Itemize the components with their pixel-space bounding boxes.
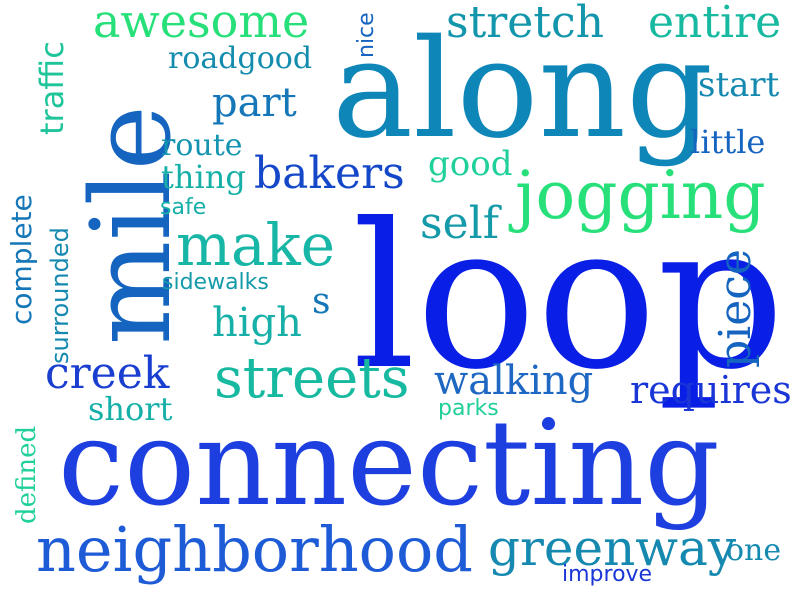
word-parks: parks bbox=[438, 396, 499, 421]
word-bakers: bakers bbox=[254, 148, 405, 199]
word-awesome: awesome bbox=[93, 0, 310, 48]
word-along: along bbox=[332, 11, 714, 169]
word-walking: walking bbox=[434, 358, 594, 404]
word-complete: complete bbox=[5, 194, 38, 325]
word-surrounded: surrounded bbox=[46, 227, 74, 364]
word-little: little bbox=[690, 123, 766, 161]
word-s: s bbox=[312, 281, 331, 322]
word-improve: improve bbox=[562, 562, 653, 587]
word-make: make bbox=[176, 211, 336, 279]
word-short: short bbox=[88, 390, 173, 428]
word-streets: streets bbox=[214, 346, 410, 411]
word-safe: safe bbox=[160, 195, 207, 220]
word-traffic: traffic bbox=[33, 41, 71, 135]
word-jogging: jogging bbox=[515, 157, 766, 234]
word-defined: defined bbox=[12, 425, 42, 524]
word-sidewalks: sidewalks bbox=[162, 270, 269, 295]
word-greenway: greenway bbox=[488, 519, 737, 577]
word-neighborhood: neighborhood bbox=[36, 513, 473, 586]
word-entire: entire bbox=[648, 0, 782, 48]
word-roadgood: roadgood bbox=[168, 41, 313, 76]
word-start: start bbox=[698, 65, 780, 105]
word-creek: creek bbox=[45, 348, 170, 399]
word-good: good bbox=[428, 144, 513, 184]
word-route: route bbox=[161, 128, 243, 163]
word-stretch: stretch bbox=[446, 0, 604, 48]
word-self: self bbox=[420, 198, 499, 249]
word-piece: piece bbox=[710, 249, 761, 368]
word-part: part bbox=[212, 80, 297, 126]
word-high: high bbox=[212, 300, 302, 346]
word-nice: nice bbox=[354, 12, 379, 58]
word-requires: requires bbox=[630, 368, 792, 412]
word-loop: loop bbox=[352, 181, 785, 414]
word-one: one bbox=[726, 533, 782, 568]
word-connecting: connecting bbox=[58, 394, 720, 532]
word-thing: thing bbox=[161, 158, 246, 196]
